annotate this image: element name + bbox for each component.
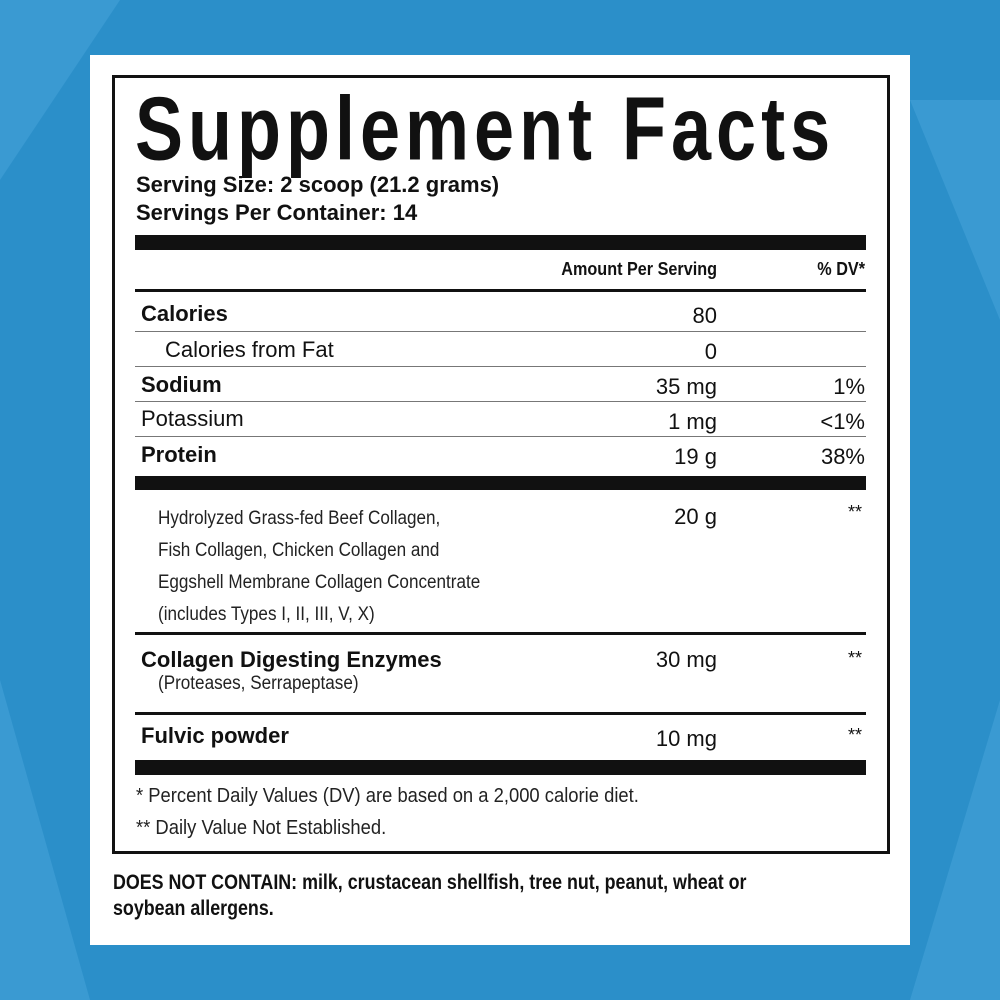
divider xyxy=(135,632,866,635)
allergen-statement: DOES NOT CONTAIN: milk, crustacean shell… xyxy=(113,871,747,920)
footnote-dv: * Percent Daily Values (DV) are based on… xyxy=(136,785,639,807)
divider xyxy=(135,712,866,715)
divider-thick xyxy=(135,235,866,250)
label-title: Supplement Facts xyxy=(135,79,836,180)
divider-thick xyxy=(135,760,866,775)
serving-size: Serving Size: 2 scoop (21.2 grams) xyxy=(136,172,500,197)
divider xyxy=(135,331,866,332)
footnote-not-established: ** Daily Value Not Established. xyxy=(136,817,387,839)
servings-per-container: Servings Per Container: 14 xyxy=(136,200,418,225)
header-amount: Amount Per Serving xyxy=(561,259,717,279)
label-panel xyxy=(90,55,910,945)
divider xyxy=(135,401,866,402)
divider xyxy=(135,366,866,367)
header-dv: % DV* xyxy=(817,259,865,279)
supplement-facts-box xyxy=(112,75,890,854)
divider xyxy=(135,436,866,437)
divider-thick xyxy=(135,476,866,490)
divider xyxy=(135,289,866,292)
